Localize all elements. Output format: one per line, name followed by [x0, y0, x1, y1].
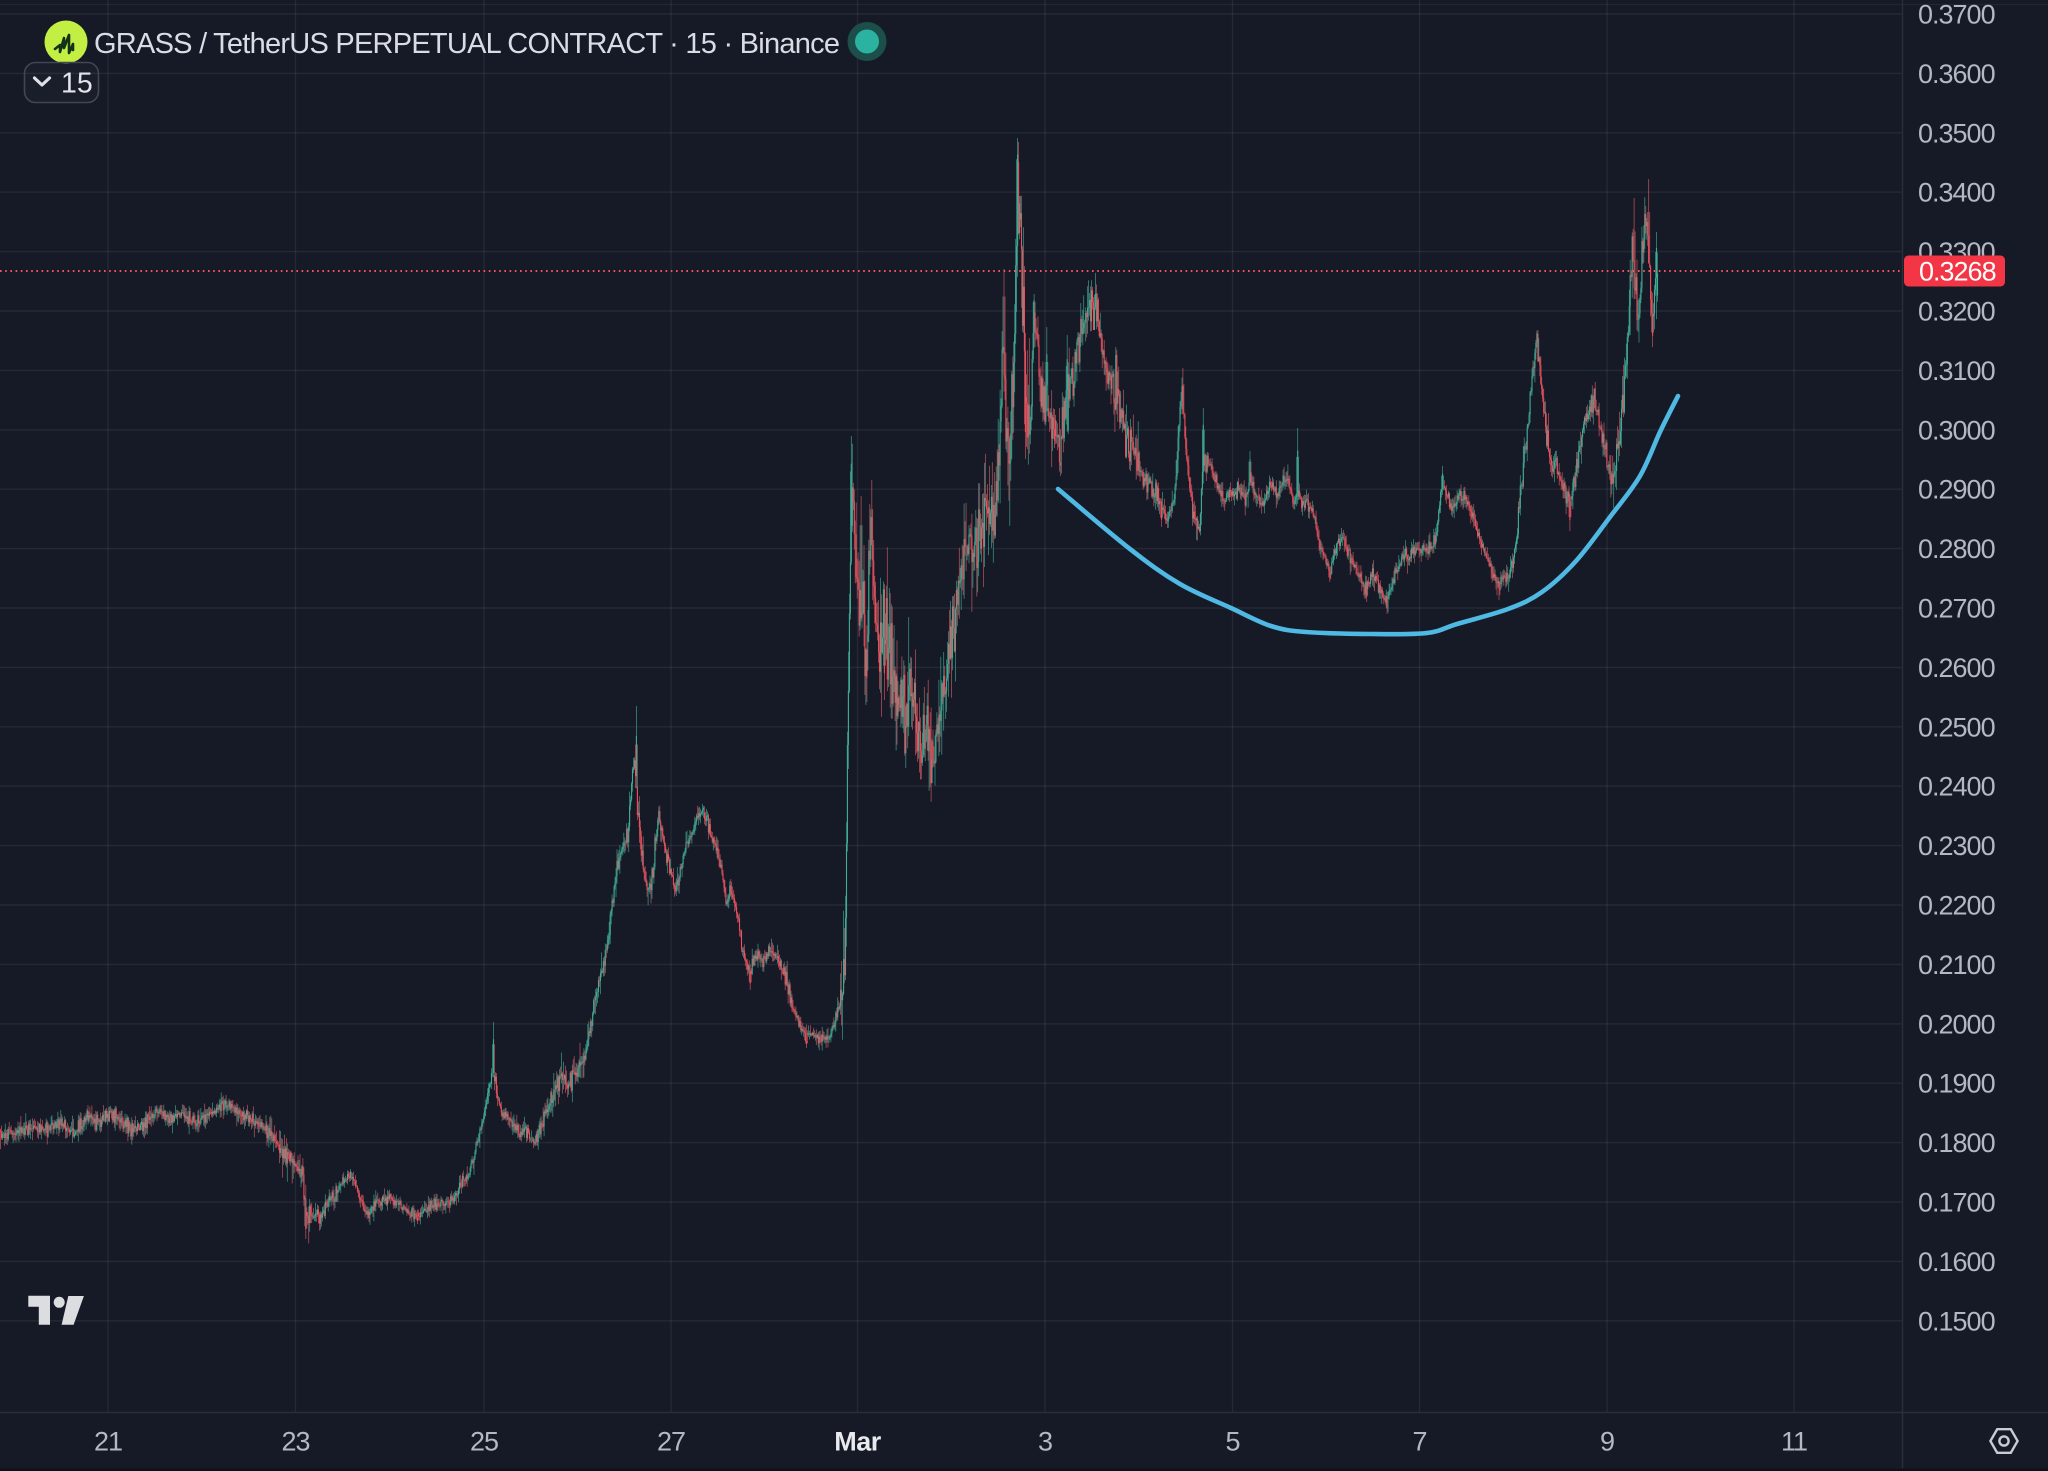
svg-text:0.2400: 0.2400	[1918, 772, 1995, 802]
svg-text:0.2600: 0.2600	[1918, 653, 1995, 683]
svg-text:9: 9	[1600, 1427, 1614, 1457]
svg-text:0.2900: 0.2900	[1918, 475, 1995, 505]
svg-text:21: 21	[94, 1427, 122, 1457]
svg-text:GRASS / TetherUS PERPETUAL CON: GRASS / TetherUS PERPETUAL CONTRACT · 15…	[94, 28, 839, 60]
svg-text:23: 23	[281, 1427, 309, 1457]
svg-text:0.3500: 0.3500	[1918, 118, 1995, 148]
svg-text:Mar: Mar	[834, 1427, 882, 1457]
svg-text:0.3200: 0.3200	[1918, 297, 1995, 327]
svg-text:3: 3	[1038, 1427, 1052, 1457]
svg-text:0.2300: 0.2300	[1918, 831, 1995, 861]
svg-text:27: 27	[657, 1427, 685, 1457]
svg-text:7: 7	[1412, 1427, 1426, 1457]
svg-text:0.3000: 0.3000	[1918, 415, 1995, 445]
svg-text:0.1800: 0.1800	[1918, 1128, 1995, 1158]
svg-text:0.2000: 0.2000	[1918, 1009, 1995, 1039]
svg-text:0.2200: 0.2200	[1918, 891, 1995, 921]
svg-text:0.1500: 0.1500	[1918, 1306, 1995, 1336]
svg-text:0.1900: 0.1900	[1918, 1069, 1995, 1099]
svg-text:0.3100: 0.3100	[1918, 356, 1995, 386]
svg-text:0.1700: 0.1700	[1918, 1188, 1995, 1218]
svg-text:0.1600: 0.1600	[1918, 1247, 1995, 1277]
svg-text:0.3268: 0.3268	[1919, 257, 1996, 287]
svg-text:11: 11	[1781, 1427, 1807, 1457]
svg-text:0.2800: 0.2800	[1918, 534, 1995, 564]
svg-text:0.2100: 0.2100	[1918, 950, 1995, 980]
svg-text:25: 25	[470, 1427, 498, 1457]
svg-text:0.2700: 0.2700	[1918, 594, 1995, 624]
svg-text:0.3400: 0.3400	[1918, 178, 1995, 208]
svg-text:5: 5	[1225, 1427, 1239, 1457]
svg-text:0.3600: 0.3600	[1918, 59, 1995, 89]
svg-text:15: 15	[61, 68, 93, 100]
svg-text:0.2500: 0.2500	[1918, 712, 1995, 742]
svg-text:0.3700: 0.3700	[1918, 0, 1995, 30]
